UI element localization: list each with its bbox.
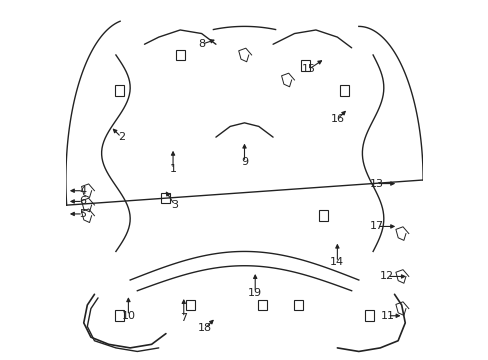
Bar [161,193,170,203]
Bar [365,310,373,321]
Bar [115,310,123,321]
Text: 13: 13 [369,179,383,189]
Bar [318,210,327,221]
Text: 17: 17 [369,221,383,231]
Text: 1: 1 [169,164,176,174]
Bar [293,300,302,310]
Bar [115,85,123,96]
Bar [257,300,266,310]
Text: 19: 19 [247,288,262,297]
Text: 14: 14 [329,257,344,267]
Text: 16: 16 [330,114,344,124]
Bar [175,50,184,60]
Text: 8: 8 [198,39,205,49]
Bar [300,60,309,71]
Text: 6: 6 [80,197,86,206]
Text: 15: 15 [301,64,315,74]
Text: 3: 3 [171,200,178,210]
Text: 18: 18 [198,323,212,333]
Text: 2: 2 [118,132,124,142]
Bar [339,85,348,96]
Text: 12: 12 [380,271,394,282]
Text: 10: 10 [121,311,135,321]
Bar [186,300,195,310]
Text: 7: 7 [180,312,187,323]
Text: 4: 4 [80,186,86,196]
Text: 9: 9 [241,157,247,167]
Text: 11: 11 [380,311,394,321]
Text: 5: 5 [80,209,86,219]
